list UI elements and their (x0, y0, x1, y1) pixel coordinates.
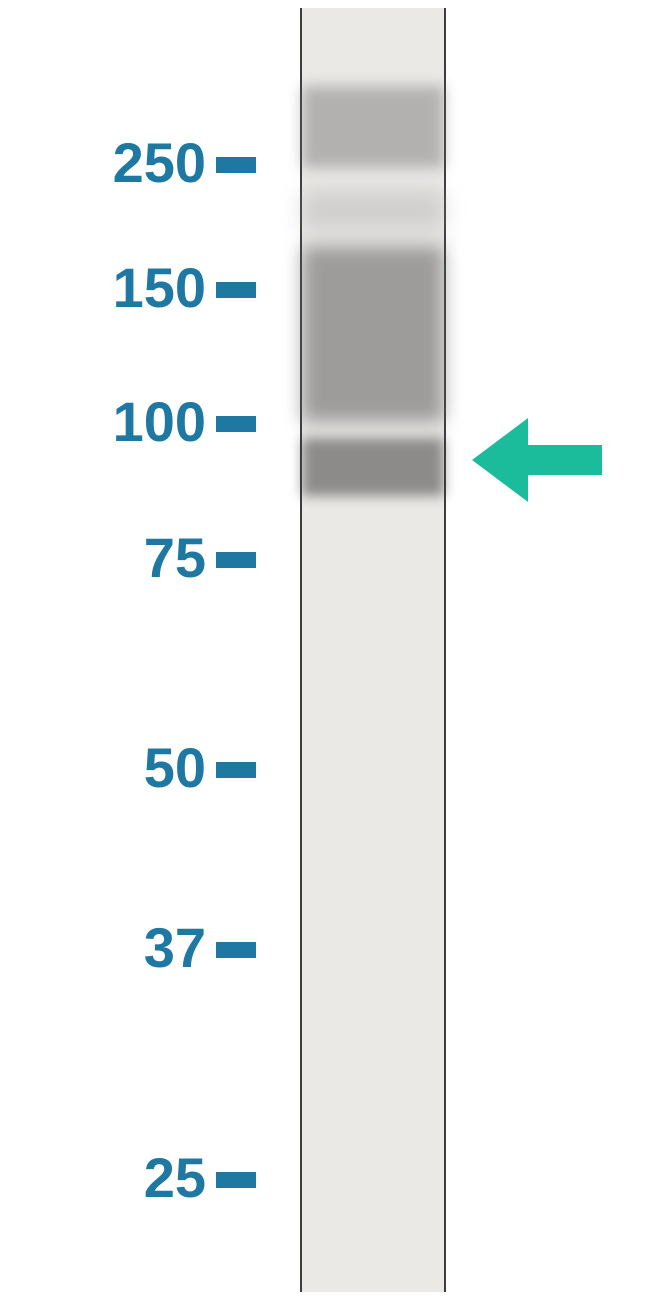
gel-lane (300, 8, 446, 1292)
mw-marker-tick (216, 762, 256, 778)
mw-marker-label: 37 (144, 915, 206, 980)
arrow-shaft (528, 445, 602, 475)
mw-marker-label: 75 (144, 525, 206, 590)
blot-canvas: 250 150 100 75 50 37 25 (0, 0, 650, 1300)
mw-marker-tick (216, 552, 256, 568)
mw-marker-tick (216, 942, 256, 958)
mw-marker-label: 250 (113, 130, 206, 195)
mw-marker-tick (216, 1172, 256, 1188)
mw-marker-label: 25 (144, 1145, 206, 1210)
gel-band (302, 438, 444, 496)
target-arrow (472, 418, 602, 502)
mw-marker-tick (216, 282, 256, 298)
mw-marker-label: 100 (113, 389, 206, 454)
mw-marker-tick (216, 416, 256, 432)
gel-band (302, 86, 444, 168)
gel-band (302, 246, 444, 422)
gel-band (302, 190, 444, 230)
mw-marker-label: 150 (113, 255, 206, 320)
mw-marker-label: 50 (144, 735, 206, 800)
mw-marker-tick (216, 157, 256, 173)
arrow-head (472, 418, 528, 502)
